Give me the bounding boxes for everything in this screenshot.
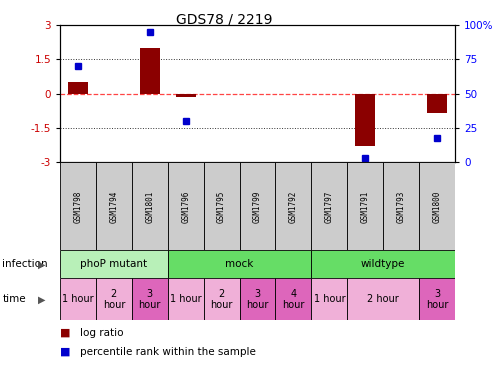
Text: phoP mutant: phoP mutant [80, 259, 147, 269]
Text: ▶: ▶ [37, 259, 45, 269]
FancyBboxPatch shape [311, 250, 455, 278]
Text: percentile rank within the sample: percentile rank within the sample [80, 347, 256, 357]
Bar [68, 82, 88, 94]
Text: infection: infection [2, 259, 48, 269]
Text: ■: ■ [60, 328, 70, 338]
FancyBboxPatch shape [168, 278, 204, 320]
FancyBboxPatch shape [60, 278, 96, 320]
Text: GSM1792: GSM1792 [289, 190, 298, 223]
Bar [176, 94, 196, 97]
FancyBboxPatch shape [132, 163, 168, 250]
FancyBboxPatch shape [60, 250, 168, 278]
Text: mock: mock [226, 259, 253, 269]
Text: GSM1793: GSM1793 [397, 190, 406, 223]
FancyBboxPatch shape [60, 163, 96, 250]
FancyBboxPatch shape [383, 163, 419, 250]
FancyBboxPatch shape [347, 278, 419, 320]
Text: 2 hour: 2 hour [367, 294, 399, 305]
Text: 1 hour: 1 hour [170, 294, 202, 305]
Text: GSM1801: GSM1801 [145, 190, 154, 223]
Text: 4
hour: 4 hour [282, 288, 304, 310]
FancyBboxPatch shape [204, 278, 240, 320]
FancyBboxPatch shape [168, 250, 311, 278]
FancyBboxPatch shape [240, 163, 275, 250]
Bar [427, 94, 447, 113]
FancyBboxPatch shape [168, 163, 204, 250]
FancyBboxPatch shape [240, 278, 275, 320]
Text: 2
hour: 2 hour [103, 288, 125, 310]
Text: GSM1791: GSM1791 [361, 190, 370, 223]
FancyBboxPatch shape [311, 163, 347, 250]
Text: 3
hour: 3 hour [139, 288, 161, 310]
Text: 3
hour: 3 hour [426, 288, 448, 310]
Text: GSM1799: GSM1799 [253, 190, 262, 223]
Text: 1 hour: 1 hour [62, 294, 94, 305]
Text: GSM1796: GSM1796 [181, 190, 190, 223]
Text: wildtype: wildtype [361, 259, 405, 269]
FancyBboxPatch shape [347, 163, 383, 250]
Text: GDS78 / 2219: GDS78 / 2219 [176, 13, 273, 27]
FancyBboxPatch shape [96, 278, 132, 320]
Text: 2
hour: 2 hour [211, 288, 233, 310]
Text: GSM1798: GSM1798 [73, 190, 82, 223]
Bar [355, 94, 375, 146]
Text: ▶: ▶ [37, 294, 45, 305]
Text: GSM1800: GSM1800 [433, 190, 442, 223]
Text: time: time [2, 294, 26, 305]
Text: 1 hour: 1 hour [313, 294, 345, 305]
FancyBboxPatch shape [275, 278, 311, 320]
FancyBboxPatch shape [132, 278, 168, 320]
FancyBboxPatch shape [311, 278, 347, 320]
FancyBboxPatch shape [96, 163, 132, 250]
Text: 3
hour: 3 hour [247, 288, 268, 310]
Text: GSM1795: GSM1795 [217, 190, 226, 223]
FancyBboxPatch shape [419, 163, 455, 250]
Bar [140, 48, 160, 94]
Text: GSM1794: GSM1794 [109, 190, 118, 223]
Text: log ratio: log ratio [80, 328, 123, 338]
Text: GSM1797: GSM1797 [325, 190, 334, 223]
FancyBboxPatch shape [275, 163, 311, 250]
Text: ■: ■ [60, 347, 70, 357]
FancyBboxPatch shape [204, 163, 240, 250]
FancyBboxPatch shape [419, 278, 455, 320]
